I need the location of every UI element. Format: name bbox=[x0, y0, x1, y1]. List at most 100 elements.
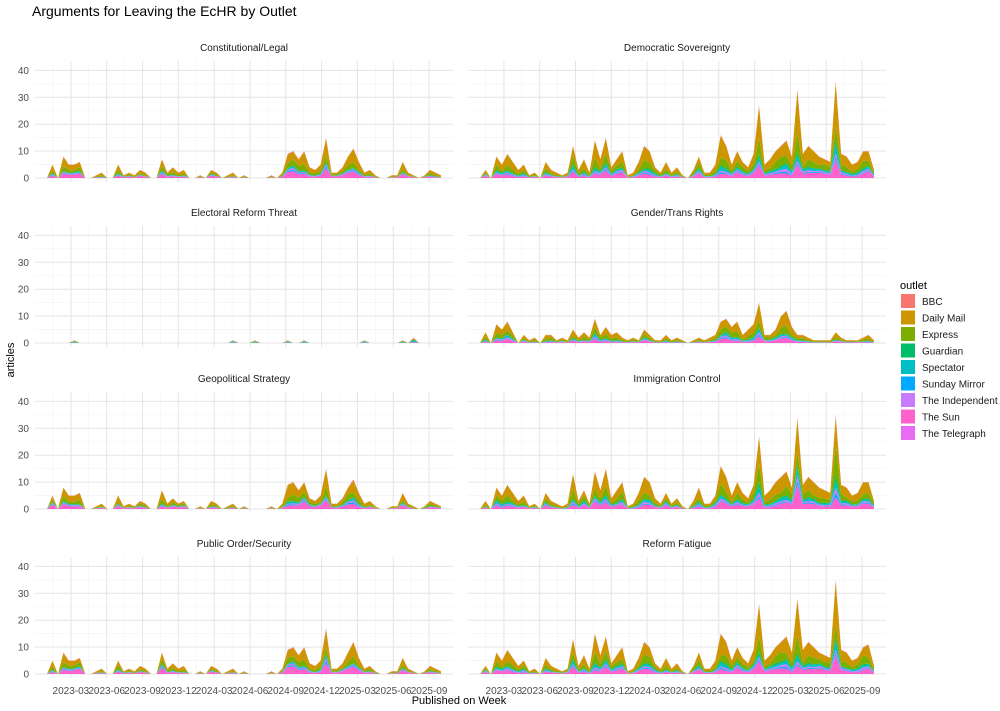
y-tick-label: 40 bbox=[18, 562, 30, 573]
panel-title: Geopolitical Strategy bbox=[198, 374, 290, 385]
area-daily-mail bbox=[47, 138, 441, 178]
legend-swatch bbox=[901, 310, 915, 325]
area-spectator bbox=[47, 655, 441, 674]
panel: Reform Fatigue 2023-03 2023-06 2023-09 2023-… bbox=[468, 539, 886, 697]
x-tick-label: 2024-09 bbox=[700, 686, 737, 697]
x-tick-label: 2025-09 bbox=[411, 686, 448, 697]
legend-label: The Independent bbox=[922, 396, 998, 407]
y-tick-label: 0 bbox=[23, 174, 29, 185]
x-tick-label: 2024-03 bbox=[196, 686, 233, 697]
y-tick-label: 20 bbox=[18, 451, 30, 462]
area-spectator bbox=[480, 641, 874, 674]
panel-title: Gender/Trans Rights bbox=[631, 208, 723, 219]
legend-swatch bbox=[901, 409, 915, 424]
area-guardian bbox=[47, 654, 441, 674]
panel: Electoral Reform Threat 0 10 20 30 40 bbox=[18, 208, 453, 350]
x-tick-label: 2023-09 bbox=[124, 686, 161, 697]
area-guardian bbox=[480, 637, 874, 674]
x-axis-title: Published on Week bbox=[412, 695, 507, 707]
area-the-sun bbox=[480, 484, 874, 509]
panel-title: Public Order/Security bbox=[197, 539, 291, 550]
area-express bbox=[480, 445, 874, 509]
area-the-sun bbox=[47, 499, 441, 509]
y-tick-label: 0 bbox=[23, 670, 29, 681]
y-tick-label: 20 bbox=[18, 616, 30, 627]
legend-swatch bbox=[901, 343, 915, 358]
area-express bbox=[47, 155, 441, 178]
x-tick-label: 2023-03 bbox=[53, 686, 90, 697]
area-express bbox=[480, 126, 874, 178]
area-express bbox=[480, 624, 874, 674]
panel: Geopolitical Strategy 0 10 20 30 40 bbox=[18, 374, 453, 516]
y-tick-label: 20 bbox=[18, 285, 30, 296]
legend-label: The Telegraph bbox=[922, 429, 986, 440]
y-tick-label: 10 bbox=[18, 147, 30, 158]
legend-swatch bbox=[901, 376, 915, 391]
x-tick-label: 2023-06 bbox=[521, 686, 558, 697]
panel-title: Reform Fatigue bbox=[643, 539, 712, 550]
legend-swatch bbox=[901, 327, 915, 341]
y-axis-title: articles bbox=[5, 342, 17, 377]
area-express bbox=[47, 486, 441, 509]
panel-title: Immigration Control bbox=[633, 374, 720, 385]
y-tick-label: 0 bbox=[23, 505, 29, 516]
y-tick-label: 10 bbox=[18, 643, 30, 654]
x-tick-label: 2024-06 bbox=[232, 686, 269, 697]
legend-label: Daily Mail bbox=[922, 314, 965, 325]
area-daily-mail bbox=[480, 582, 874, 674]
x-tick-label: 2023-06 bbox=[88, 686, 125, 697]
legend-label: Guardian bbox=[922, 347, 963, 358]
x-tick-label: 2023-03 bbox=[486, 686, 523, 697]
x-tick-label: 2025-06 bbox=[375, 686, 412, 697]
panels: Constitutional/Legal 0 10 20 30 40 Democratic … bbox=[18, 43, 886, 697]
y-tick-label: 0 bbox=[23, 339, 29, 350]
area-bbc bbox=[47, 628, 441, 674]
area-spectator bbox=[47, 496, 441, 509]
area-guardian bbox=[47, 339, 441, 343]
area-the-sun bbox=[480, 655, 874, 674]
legend-label: The Sun bbox=[922, 413, 960, 424]
x-tick-label: 2023-12 bbox=[160, 686, 197, 697]
chart-title: Arguments for Leaving the EcHR by Outlet bbox=[32, 3, 297, 19]
panel: Democratic Sovereignty bbox=[468, 43, 886, 182]
x-tick-label: 2025-09 bbox=[844, 686, 881, 697]
x-tick-label: 2024-12 bbox=[736, 686, 773, 697]
y-tick-label: 30 bbox=[18, 93, 30, 104]
x-tick-label: 2025-03 bbox=[772, 686, 809, 697]
area-the-sun bbox=[47, 663, 441, 674]
area-bbc bbox=[47, 137, 441, 178]
area-daily-mail bbox=[480, 83, 874, 178]
area-the-independent bbox=[47, 497, 441, 509]
x-tick-label: 2023-12 bbox=[593, 686, 630, 697]
y-tick-label: 30 bbox=[18, 589, 30, 600]
y-tick-label: 40 bbox=[18, 397, 30, 408]
area-daily-mail bbox=[47, 469, 441, 509]
legend-label: Spectator bbox=[922, 363, 965, 374]
x-tick-label: 2024-03 bbox=[629, 686, 666, 697]
legend-swatch bbox=[901, 426, 915, 440]
area-express bbox=[47, 647, 441, 674]
legend-title: outlet bbox=[900, 280, 927, 292]
y-tick-label: 10 bbox=[18, 478, 30, 489]
area-daily-mail bbox=[480, 417, 874, 509]
area-bbc bbox=[47, 337, 441, 343]
area-bbc bbox=[480, 302, 874, 343]
x-tick-label: 2024-09 bbox=[267, 686, 304, 697]
panel: Constitutional/Legal 0 10 20 30 40 bbox=[18, 43, 453, 185]
area-the-sun bbox=[47, 168, 441, 178]
x-tick-label: 2024-12 bbox=[303, 686, 340, 697]
area-daily-mail bbox=[480, 303, 874, 343]
x-tick-label: 2025-06 bbox=[808, 686, 845, 697]
area-daily-mail bbox=[47, 338, 441, 343]
panel: Gender/Trans Rights bbox=[468, 208, 886, 347]
legend-swatch bbox=[901, 393, 915, 407]
y-tick-label: 40 bbox=[18, 66, 30, 77]
panel-title: Democratic Sovereignty bbox=[624, 43, 730, 54]
legend-label: Express bbox=[922, 330, 958, 341]
y-tick-label: 20 bbox=[18, 120, 30, 131]
panel: Immigration Control bbox=[468, 374, 886, 513]
area-the-sun bbox=[480, 336, 874, 343]
panel-title: Constitutional/Legal bbox=[200, 43, 288, 54]
